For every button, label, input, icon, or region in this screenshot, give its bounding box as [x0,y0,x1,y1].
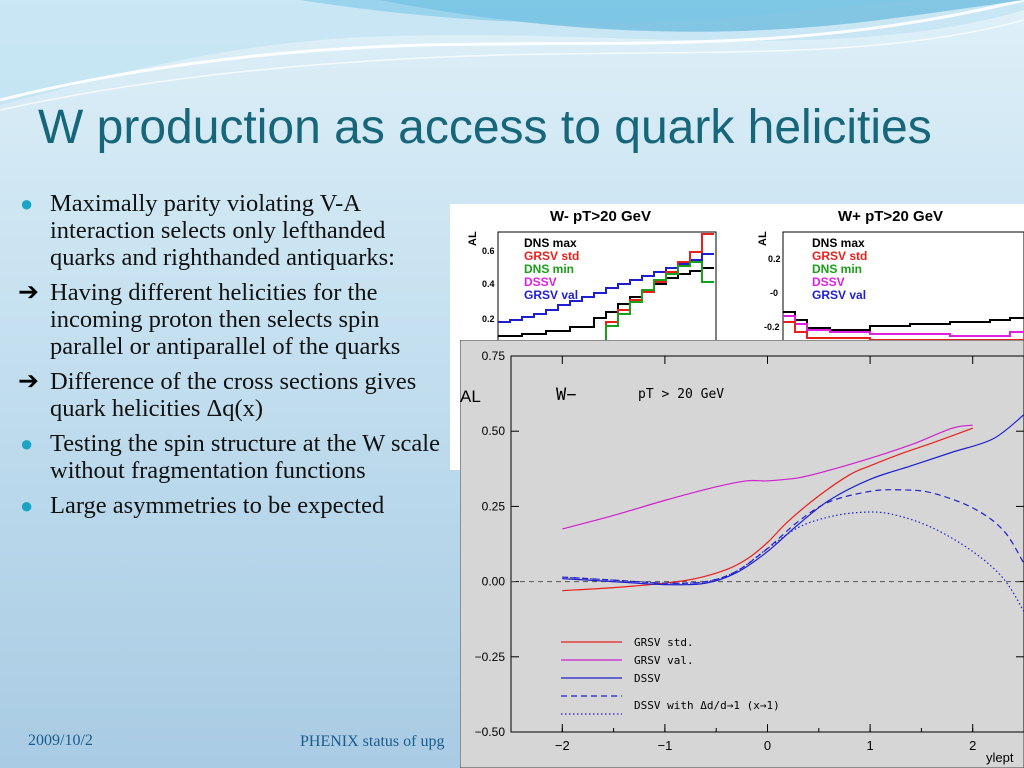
series-dssv-hist [783,315,1024,337]
y-tick-label: 0.50 [482,424,506,438]
bullet-text: Maximally parity violating V-A interacti… [50,190,395,271]
main-chart-background [460,340,1024,768]
panel-ylabel: AL [757,231,769,246]
y-tick-label: 0.2 [482,314,495,324]
panel-title-w-minus: W- pT>20 GeV [550,208,651,225]
y-tick-label: 0.4 [482,279,495,289]
legend-label: GRSV val [812,288,866,302]
slide-title: W production as access to quark heliciti… [38,101,932,154]
x-tick-label: 0 [764,738,771,753]
legend-label: DNS min [812,262,862,276]
legend-label: DNS max [812,236,865,250]
bullet-text: Testing the spin structure at the W scal… [50,430,440,484]
legend-label: DNS min [524,262,574,276]
y-axis-label: AL [460,387,481,406]
background-waves [0,0,1024,111]
y-tick-label: -0 [770,288,778,298]
arrow-right-icon: ➔ [18,279,39,306]
bullet-text: Difference of the cross sections gives q… [50,368,417,422]
x-tick-label: −1 [657,738,672,753]
y-axis-label-text: AL [460,387,481,406]
y-tick-label: 0.2 [768,254,781,264]
panel-ylabel: AL [467,231,479,246]
chart-legend: GRSV std. GRSV val. DSSV DSSV with Δd/d→1 (… [561,636,780,715]
legend-label: GRSV std [524,249,579,263]
legend-label: DSSV [634,672,661,685]
bullet-item: ➔ Having different helicities for the inc… [18,279,450,360]
bullet-list: ● Maximally parity violating V-A interact… [18,190,450,527]
panel-legend: DNS max GRSV std DNS min DSSV GRSV val [524,236,579,302]
bullet-item: ● Maximally parity violating V-A interact… [20,190,450,271]
chart-annotation: pT > 20 GeV [638,387,724,402]
y-tick-label: 0.00 [482,575,506,589]
y-tick-label: 0.75 [482,349,506,363]
series-line-3 [562,489,1024,584]
legend-label: DNS max [524,236,577,250]
y-tick-label: −0.25 [475,650,506,664]
panel-title-w-plus: W+ pT>20 GeV [838,208,943,225]
y-tick-label: 0.6 [482,246,495,256]
x-tick-label: 2 [969,738,976,753]
bullet-dot-icon: ● [20,191,34,216]
bullet-dot-icon: ● [20,493,34,518]
series-dns-max-hist [783,311,1024,331]
series-line-2 [562,414,1024,586]
bullet-text: Having different helicities for the inco… [50,279,401,360]
legend-label: DSSV [812,275,845,289]
series-layer [562,414,1024,612]
y-axis: 0.75 0.50 0.25 0.00 −0.25 −0.50 [475,349,1024,739]
arrow-right-icon: ➔ [18,368,39,395]
legend-label: GRSV std [812,249,867,263]
legend-label: GRSV val. [634,654,694,667]
series-dns-min-hist [590,261,714,350]
legend-label: DSSV with Δd/d→1 (x→1) [634,699,780,712]
bullet-item: ➔ Difference of the cross sections gives … [18,368,450,422]
bullet-item: ● Testing the spin structure at the W sca… [20,430,450,484]
x-axis-label: ylept [986,750,1014,765]
x-tick-label: −2 [555,738,570,753]
x-axis: −2 −1 0 1 2 [510,356,1024,753]
bullet-dot-icon: ● [20,431,34,456]
y-tick-label: −0.50 [475,725,506,739]
y-tick-label: 0.25 [482,499,506,513]
main-chart: 0.75 0.50 0.25 0.00 −0.25 −0.50 −2 −1 0 1 2 AL W−… [460,340,1024,768]
bullet-text: Large asymmetries to be expected [50,492,385,519]
x-tick-label: 1 [866,738,873,753]
chart-title: W− [556,385,576,405]
series-line-1 [562,424,973,530]
series-line-4 [562,511,1024,612]
legend-label: GRSV std. [634,636,694,649]
legend-label: DSSV [524,275,557,289]
footer-date: 2009/10/2 [28,732,93,749]
footer-title: PHENIX status of upg [300,733,445,750]
bullet-item: ● Large asymmetries to be expected [20,492,450,519]
panel-legend: DNS max GRSV std DNS min DSSV GRSV val [812,236,867,302]
legend-label: GRSV val [524,288,578,302]
y-tick-label: -0.2 [764,322,780,332]
